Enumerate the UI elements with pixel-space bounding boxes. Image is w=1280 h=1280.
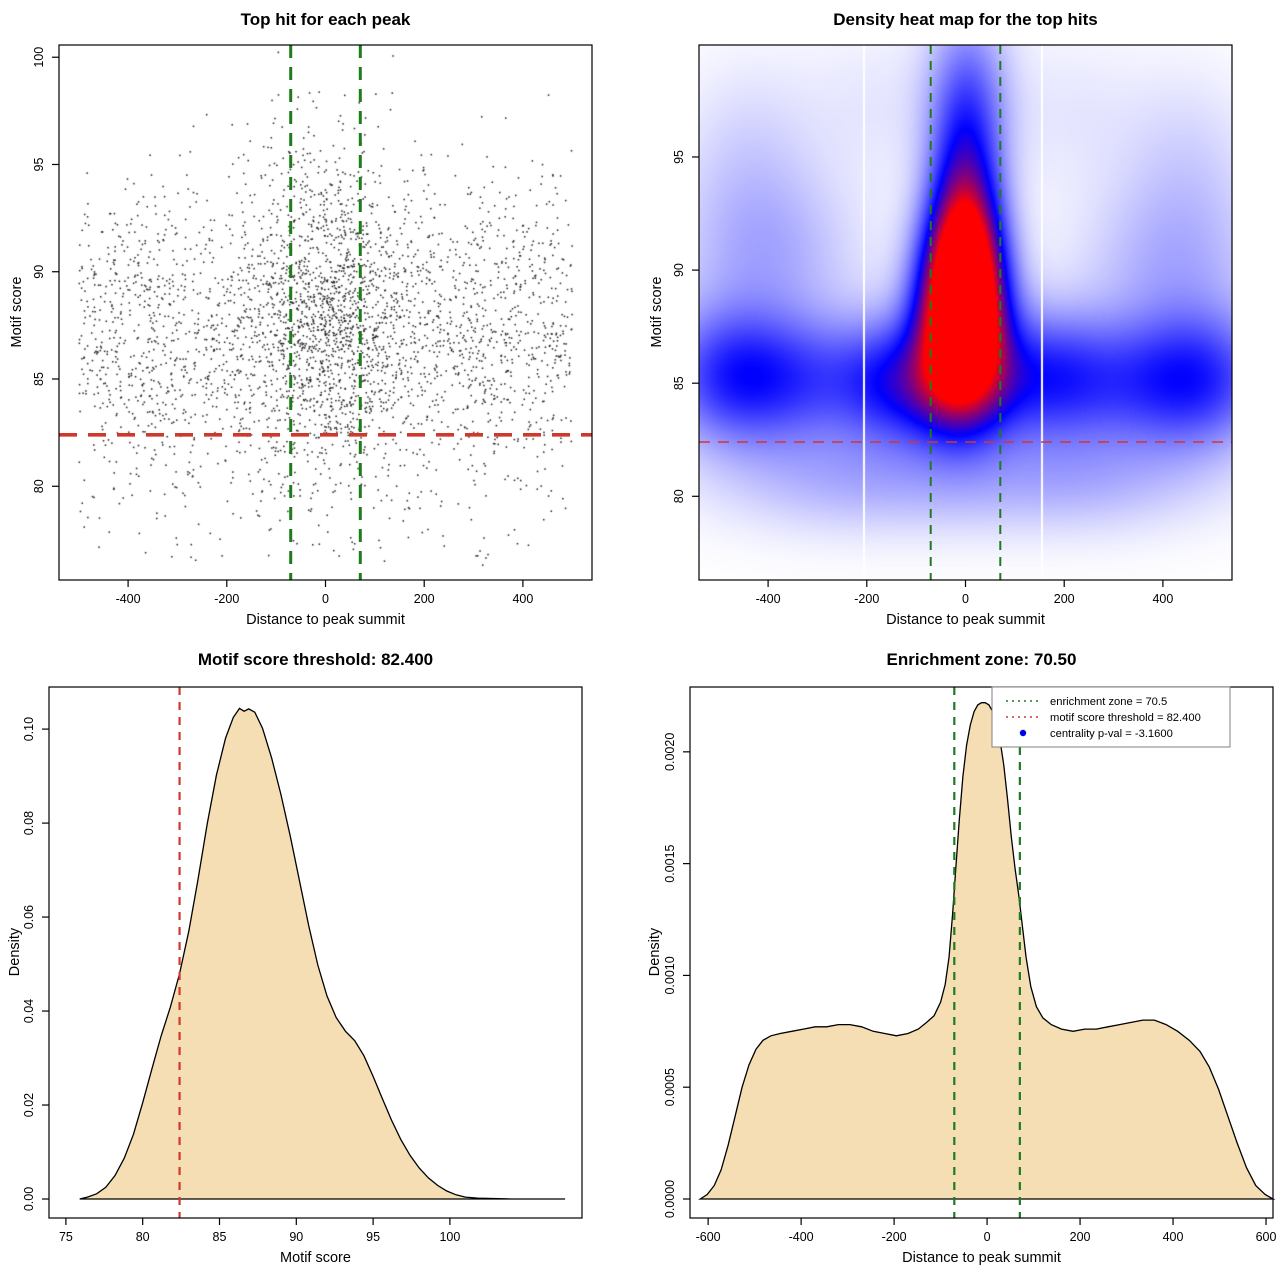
density-curve xyxy=(697,702,1276,1200)
x-tick-label: 100 xyxy=(439,1230,460,1244)
y-tick-label: 0.0015 xyxy=(663,844,677,882)
plot-frame xyxy=(689,686,1274,1219)
panel-enrichment-zone: Enrichment zone: 70.50 -600 -400 -200 0 200 4… xyxy=(640,640,1280,1280)
x-axis-label: Distance to peak summit xyxy=(246,612,405,628)
plot-frame xyxy=(48,686,583,1219)
y-axis-label: Motif score xyxy=(9,276,25,347)
page-title: Density heat map for the top hits xyxy=(833,10,1098,29)
panel-density-heatmap: Density heat map for the top hits -400 -2… xyxy=(640,0,1280,640)
density-curve xyxy=(79,707,566,1200)
y-tick-label: 0.0010 xyxy=(663,956,677,994)
y-axis-label: Density xyxy=(647,927,663,976)
x-tick-label: 200 xyxy=(1054,592,1075,606)
x-tick-label: 90 xyxy=(289,1230,303,1244)
page-title: Top hit for each peak xyxy=(240,10,411,29)
x-tick-label: -200 xyxy=(214,592,239,606)
plot-frame xyxy=(698,44,1233,581)
x-tick-label: 75 xyxy=(59,1230,73,1244)
y-axis-label: Motif score xyxy=(649,276,665,347)
y-tick-label: 0.0000 xyxy=(663,1180,677,1218)
legend-marker-point xyxy=(1019,729,1027,737)
plot-frame xyxy=(58,44,593,581)
y-tick-label: 95 xyxy=(672,150,686,164)
y-tick-label: 0.02 xyxy=(22,1093,36,1117)
y-tick-label: 0.0005 xyxy=(663,1068,677,1106)
x-tick-label: 400 xyxy=(1163,1230,1184,1244)
y-tick-label: 95 xyxy=(32,157,46,171)
x-axis-label: Motif score xyxy=(280,1250,351,1266)
y-tick-label: 0.06 xyxy=(22,905,36,929)
y-tick-label: 90 xyxy=(672,263,686,277)
x-tick-label: 95 xyxy=(366,1230,380,1244)
legend-item-label: enrichment zone = 70.5 xyxy=(1050,696,1167,708)
x-tick-label: 200 xyxy=(414,592,435,606)
page-title: Enrichment zone: 70.50 xyxy=(886,650,1077,669)
x-tick-label: 0 xyxy=(322,592,329,606)
scatter-canvas xyxy=(59,45,592,580)
x-tick-label: 0 xyxy=(962,592,969,606)
x-tick-label: -400 xyxy=(116,592,141,606)
y-axis-label: Density xyxy=(7,927,23,976)
x-tick-label: -400 xyxy=(789,1230,814,1244)
x-tick-label: -200 xyxy=(854,592,879,606)
y-tick-label: 0.08 xyxy=(22,811,36,835)
x-tick-label: 80 xyxy=(136,1230,150,1244)
y-tick-label: 0.04 xyxy=(22,999,36,1023)
legend-item-label: centrality p-val = -3.1600 xyxy=(1050,728,1173,740)
y-tick-label: 0.0020 xyxy=(663,733,677,771)
y-tick-label: 80 xyxy=(672,489,686,503)
x-tick-label: -600 xyxy=(696,1230,721,1244)
enrichment-overlay: -600 -400 -200 0 200 400 600 0.0000 0.0005 0.0010… xyxy=(663,686,1277,1244)
y-tick-label: 90 xyxy=(32,265,46,279)
x-tick-label: 400 xyxy=(1152,592,1173,606)
x-tick-label: 0 xyxy=(984,1230,991,1244)
y-tick-label: 80 xyxy=(32,479,46,493)
y-tick-label: 0.00 xyxy=(22,1187,36,1211)
x-axis-label: Distance to peak summit xyxy=(902,1250,1061,1266)
x-tick-label: -200 xyxy=(882,1230,907,1244)
y-tick-label: 100 xyxy=(32,47,46,68)
x-tick-label: -400 xyxy=(756,592,781,606)
score-density-overlay: 75 80 85 90 95 100 0.00 0.02 0.04 0.06 0.08 0.10 xyxy=(22,686,583,1244)
heatmap-canvas xyxy=(699,45,1232,580)
panel-score-density: Motif score threshold: 82.400 75 80 85 90 95… xyxy=(0,640,640,1280)
page-title: Motif score threshold: 82.400 xyxy=(197,650,434,669)
legend-item-label: motif score threshold = 82.400 xyxy=(1050,712,1201,724)
y-tick-label: 0.10 xyxy=(22,717,36,741)
x-axis-label: Distance to peak summit xyxy=(886,612,1045,628)
x-tick-label: 400 xyxy=(512,592,533,606)
y-tick-label: 85 xyxy=(32,372,46,386)
y-tick-label: 85 xyxy=(672,376,686,390)
panel-top-hit-scatter: Top hit for each peak -400 -200 0 200 400 80 8… xyxy=(0,0,640,640)
scatter-overlay: -400 -200 0 200 400 80 85 90 95 100 xyxy=(32,44,593,606)
heatmap-overlay: -400 -200 0 200 400 80 85 90 95 xyxy=(672,44,1233,606)
x-tick-label: 200 xyxy=(1070,1230,1091,1244)
x-tick-label: 85 xyxy=(213,1230,227,1244)
x-tick-label: 600 xyxy=(1256,1230,1277,1244)
